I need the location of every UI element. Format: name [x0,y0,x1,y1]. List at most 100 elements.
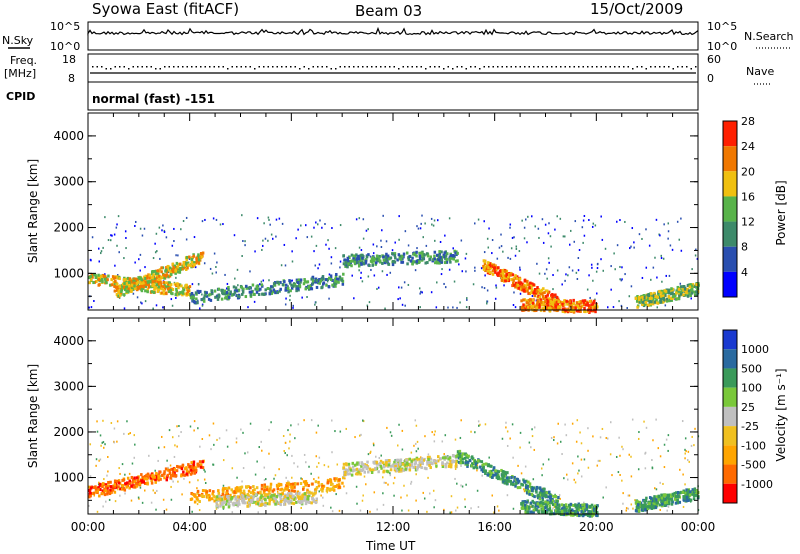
data-cell [690,492,694,496]
data-cell [358,468,361,472]
data-cell [523,480,527,484]
data-cell [530,488,534,492]
data-cell [566,302,569,306]
data-cell [197,493,201,497]
data-cell [347,262,350,266]
data-cell [171,262,175,266]
scatter-cell [421,214,423,217]
data-cell [571,508,574,512]
data-cell [524,508,527,512]
data-cell [227,494,230,498]
data-cell [334,281,338,285]
data-cell [214,295,217,299]
data-cell [139,283,143,287]
scatter-cell [178,424,180,427]
data-cell [572,504,576,508]
data-cell [90,273,94,277]
data-cell [668,497,671,501]
data-cell [185,261,188,265]
data-cell [483,260,487,264]
data-cell [220,497,223,501]
data-cell [126,289,129,293]
scatter-cell [532,478,535,481]
scatter-cell [416,225,418,228]
data-cell [269,482,273,486]
scatter-cell [594,298,596,301]
ytick-label: 1000 [53,471,84,485]
scatter-cell [486,289,489,292]
data-cell [318,281,321,285]
scatter-cell [345,427,348,430]
nave-dot [587,66,589,68]
nave-tick-top: 60 [707,53,721,66]
data-cell [117,481,121,485]
scatter-cell [470,507,472,510]
scatter-cell [581,226,584,229]
data-cell [263,483,267,487]
nave-dot [308,68,310,70]
nsearch-label: N.Search [744,30,794,43]
data-cell [548,297,551,301]
scatter-cell [96,430,99,433]
data-cell [520,482,523,486]
scatter-cell [267,239,269,242]
data-cell [403,463,406,467]
data-cell [333,282,336,286]
data-cell [524,284,528,288]
data-cell [169,283,172,287]
scatter-cell [477,506,480,509]
data-cell [118,277,121,281]
data-cell [693,293,697,297]
data-cell [530,301,533,305]
data-cell [154,480,157,484]
scatter-cell [644,467,647,470]
data-cell [284,283,288,287]
data-cell [225,495,229,499]
data-cell [162,292,166,296]
nave-dot [204,66,206,68]
data-cell [545,289,549,293]
data-cell [489,464,492,468]
data-cell [250,290,253,294]
data-cell [523,500,527,504]
scatter-cell [650,278,652,281]
scatter-cell [496,257,499,260]
data-cell [183,292,187,296]
scatter-cell [327,465,330,468]
scatter-cell [483,251,486,254]
data-cell [123,281,126,285]
scatter-cell [641,276,644,279]
data-cell [104,485,108,489]
scatter-cell [431,223,433,226]
data-cell [100,274,103,278]
data-cell [260,487,264,491]
data-cell [676,501,679,505]
data-cell [375,257,379,261]
scatter-cell [690,297,692,300]
data-cell [173,282,177,286]
data-cell [500,278,504,282]
scatter-cell [398,215,400,218]
data-cell [314,501,318,505]
scatter-cell [358,269,360,272]
scatter-cell [571,462,574,465]
scatter-cell [401,448,404,451]
data-cell [415,458,418,462]
data-cell [661,300,664,304]
data-cell [241,494,245,498]
scatter-cell [201,438,204,441]
scatter-cell [431,431,433,434]
scatter-cell [104,443,106,446]
scatter-cell [123,257,125,260]
data-cell [429,457,433,461]
data-cell [545,491,549,495]
scatter-cell [544,272,546,275]
nave-dot [146,66,148,68]
data-cell [565,508,568,512]
data-cell [254,287,257,291]
data-cell [175,261,179,265]
data-cell [504,277,508,281]
data-cell [182,288,186,292]
scatter-cell [355,218,358,221]
data-cell [480,460,484,464]
